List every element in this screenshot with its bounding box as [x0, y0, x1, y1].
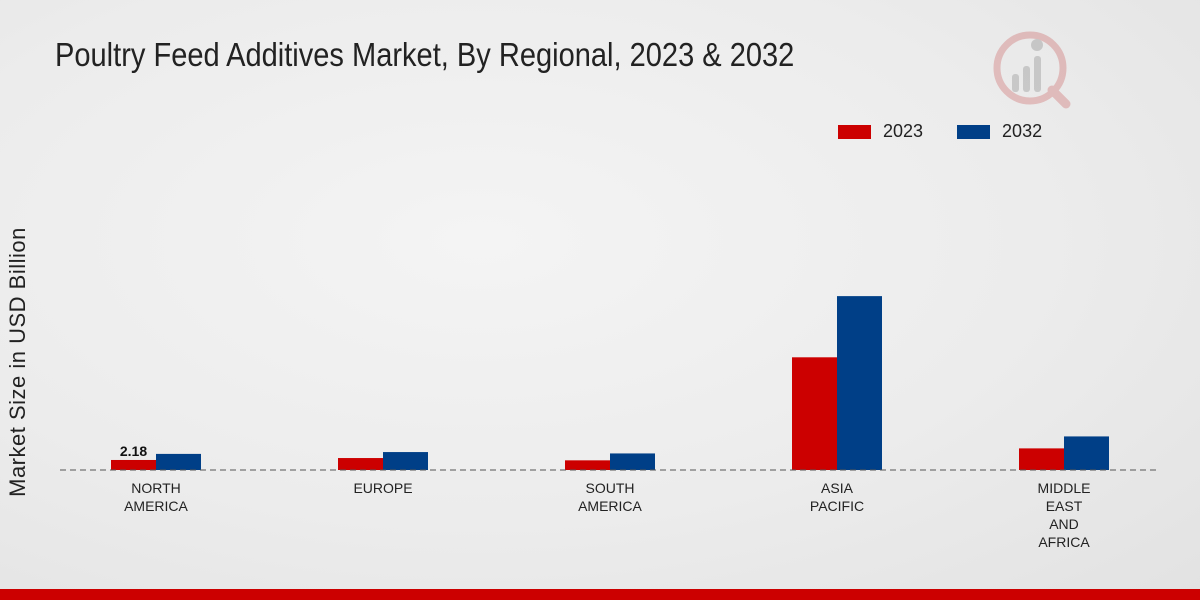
legend-label-2032: 2032 [1002, 121, 1043, 141]
brand-logo-icon [993, 31, 1071, 109]
bar-2023-4 [1019, 448, 1064, 470]
bar-2032-0 [156, 453, 201, 470]
x-tick-label-2: SOUTH AMERICA [578, 480, 642, 514]
data-label-2023-0: 2.18 [120, 443, 147, 459]
legend-swatch-2032 [957, 124, 991, 139]
legend-label-2023: 2023 [883, 121, 924, 141]
bar-2023-3 [792, 357, 837, 470]
chart-title: Poultry Feed Additives Market, By Region… [55, 36, 795, 73]
chart-legend: 2023 2032 [838, 121, 1076, 142]
legend-swatch-2023 [838, 124, 871, 139]
bar-2032-3 [837, 296, 882, 470]
legend-item-2023: 2023 [838, 121, 923, 142]
x-tick-label-4: MIDDLE EAST AND AFRICA [1038, 480, 1091, 550]
x-tick-label-3: ASIA PACIFIC [810, 480, 864, 514]
x-tick-label-0: NORTH AMERICA [124, 480, 188, 514]
bar-2023-0 [111, 459, 156, 470]
bar-2032-2 [610, 453, 655, 470]
bar-2023-2 [565, 460, 610, 470]
bar-2023-1 [338, 458, 383, 470]
footer-bar [0, 589, 1200, 600]
x-tick-label-1: EUROPE [353, 480, 412, 496]
bar-2032-4 [1064, 436, 1109, 470]
legend-item-2032: 2032 [957, 121, 1042, 142]
bar-2032-1 [383, 452, 428, 470]
